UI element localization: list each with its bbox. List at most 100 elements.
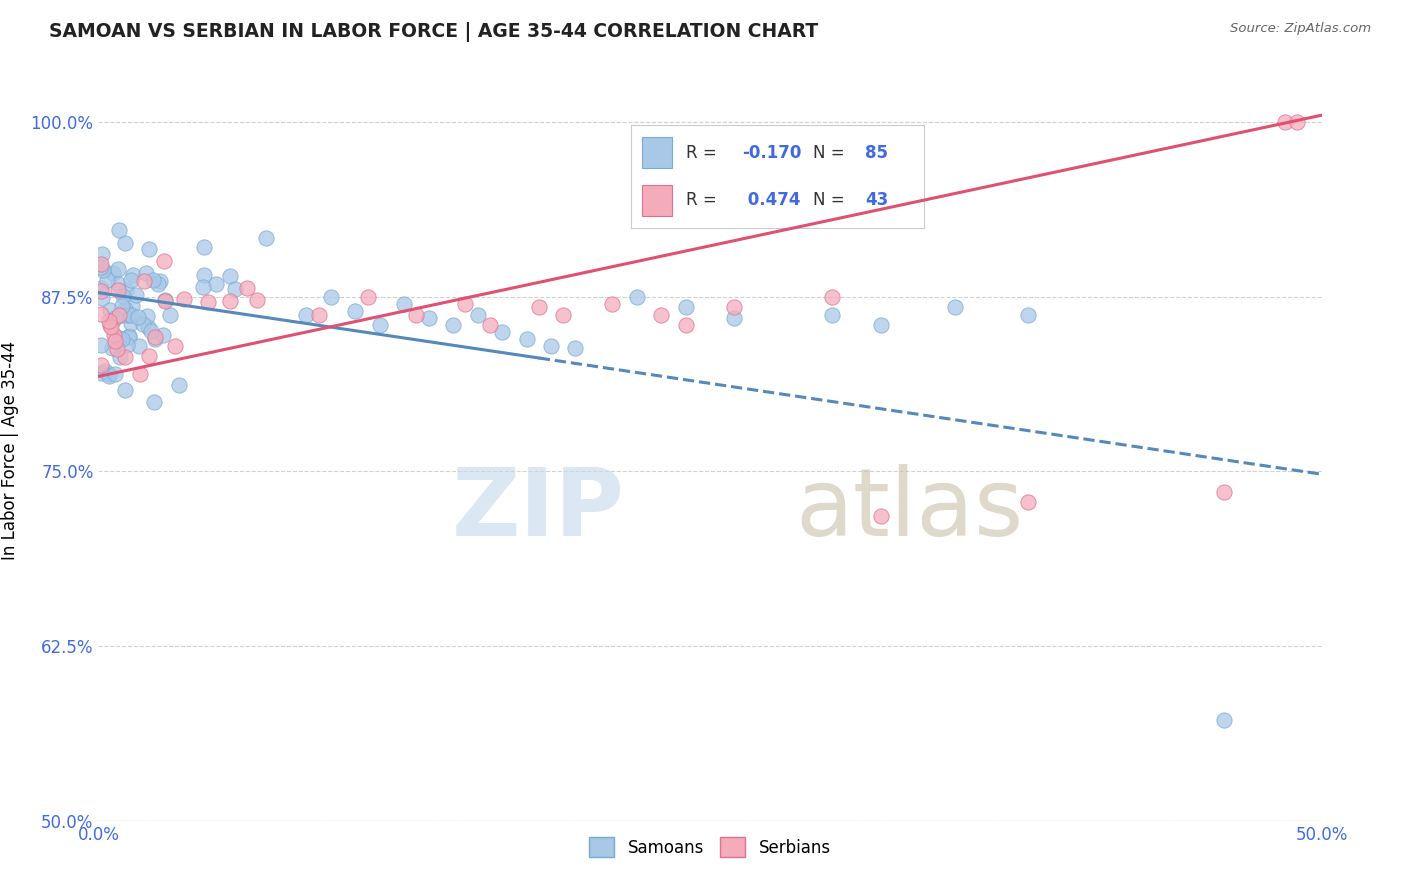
Point: [540, 339, 562, 353]
Point: [128, 367, 150, 381]
Point: [1017, 495, 1039, 509]
Point: [143, 394, 166, 409]
Point: [90, 247, 112, 261]
Point: [295, 308, 318, 322]
Point: [1017, 308, 1039, 322]
Point: [107, 331, 129, 345]
Point: [108, 223, 131, 237]
Point: [120, 273, 142, 287]
Point: [97, 369, 120, 384]
Point: [107, 262, 129, 277]
Point: [197, 295, 219, 310]
Point: [114, 350, 136, 364]
Point: [115, 338, 138, 352]
Point: [101, 342, 124, 356]
Point: [193, 268, 215, 282]
Point: [650, 308, 672, 322]
Point: [553, 308, 575, 322]
Point: [152, 328, 174, 343]
Point: [107, 284, 129, 298]
Point: [115, 283, 138, 297]
Point: [153, 254, 176, 268]
Point: [163, 339, 186, 353]
Point: [121, 299, 143, 313]
Point: [111, 308, 134, 322]
Point: [138, 243, 160, 257]
Point: [98, 318, 121, 332]
Point: [870, 318, 893, 332]
Point: [96, 273, 118, 287]
Point: [723, 310, 745, 325]
Point: [454, 297, 477, 311]
Point: [1212, 485, 1234, 500]
Point: [173, 292, 195, 306]
Point: [101, 313, 124, 327]
Point: [153, 293, 176, 308]
Point: [125, 287, 148, 301]
Point: [870, 509, 893, 524]
Point: [153, 294, 176, 309]
Point: [111, 332, 134, 346]
Point: [943, 300, 966, 314]
Point: [205, 277, 228, 292]
Point: [108, 308, 131, 322]
Point: [111, 288, 134, 302]
Point: [138, 319, 160, 334]
Point: [114, 384, 136, 398]
Point: [139, 324, 162, 338]
Legend: Samoans, Serbians: Samoans, Serbians: [582, 830, 838, 864]
Point: [246, 293, 269, 307]
Point: [1274, 115, 1296, 129]
Point: [308, 308, 330, 322]
Point: [218, 293, 240, 308]
Point: [90, 284, 112, 298]
Y-axis label: In Labor Force | Age 35-44: In Labor Force | Age 35-44: [1, 341, 20, 560]
Point: [600, 297, 623, 311]
Point: [1212, 713, 1234, 727]
Point: [90, 260, 112, 274]
Text: Source: ZipAtlas.com: Source: ZipAtlas.com: [1230, 22, 1371, 36]
Point: [117, 308, 139, 322]
Point: [107, 277, 129, 291]
Point: [675, 300, 697, 314]
Point: [120, 316, 142, 330]
Point: [105, 343, 128, 357]
Point: [224, 282, 246, 296]
Point: [104, 311, 127, 326]
Point: [93, 364, 115, 378]
Point: [191, 280, 214, 294]
Point: [90, 257, 112, 271]
Point: [467, 308, 489, 322]
Point: [104, 367, 127, 381]
Point: [626, 290, 648, 304]
Point: [356, 290, 378, 304]
Point: [319, 290, 342, 304]
Text: atlas: atlas: [796, 464, 1024, 556]
Point: [159, 308, 181, 322]
Point: [132, 274, 155, 288]
Point: [167, 377, 190, 392]
Point: [142, 273, 165, 287]
Point: [91, 263, 114, 277]
Point: [120, 309, 142, 323]
Point: [135, 265, 157, 279]
Point: [90, 337, 112, 351]
Point: [478, 318, 501, 332]
Point: [103, 328, 125, 343]
Point: [112, 303, 135, 318]
Point: [368, 318, 391, 332]
Point: [104, 334, 127, 348]
Point: [723, 300, 745, 314]
Point: [98, 367, 121, 381]
Point: [127, 310, 149, 324]
Point: [344, 303, 367, 318]
Point: [491, 325, 513, 339]
Point: [138, 349, 160, 363]
Point: [392, 297, 416, 311]
Point: [90, 366, 112, 380]
Point: [90, 307, 112, 321]
Point: [122, 268, 145, 282]
Point: [103, 266, 125, 280]
Point: [146, 277, 169, 291]
Point: [90, 358, 112, 372]
